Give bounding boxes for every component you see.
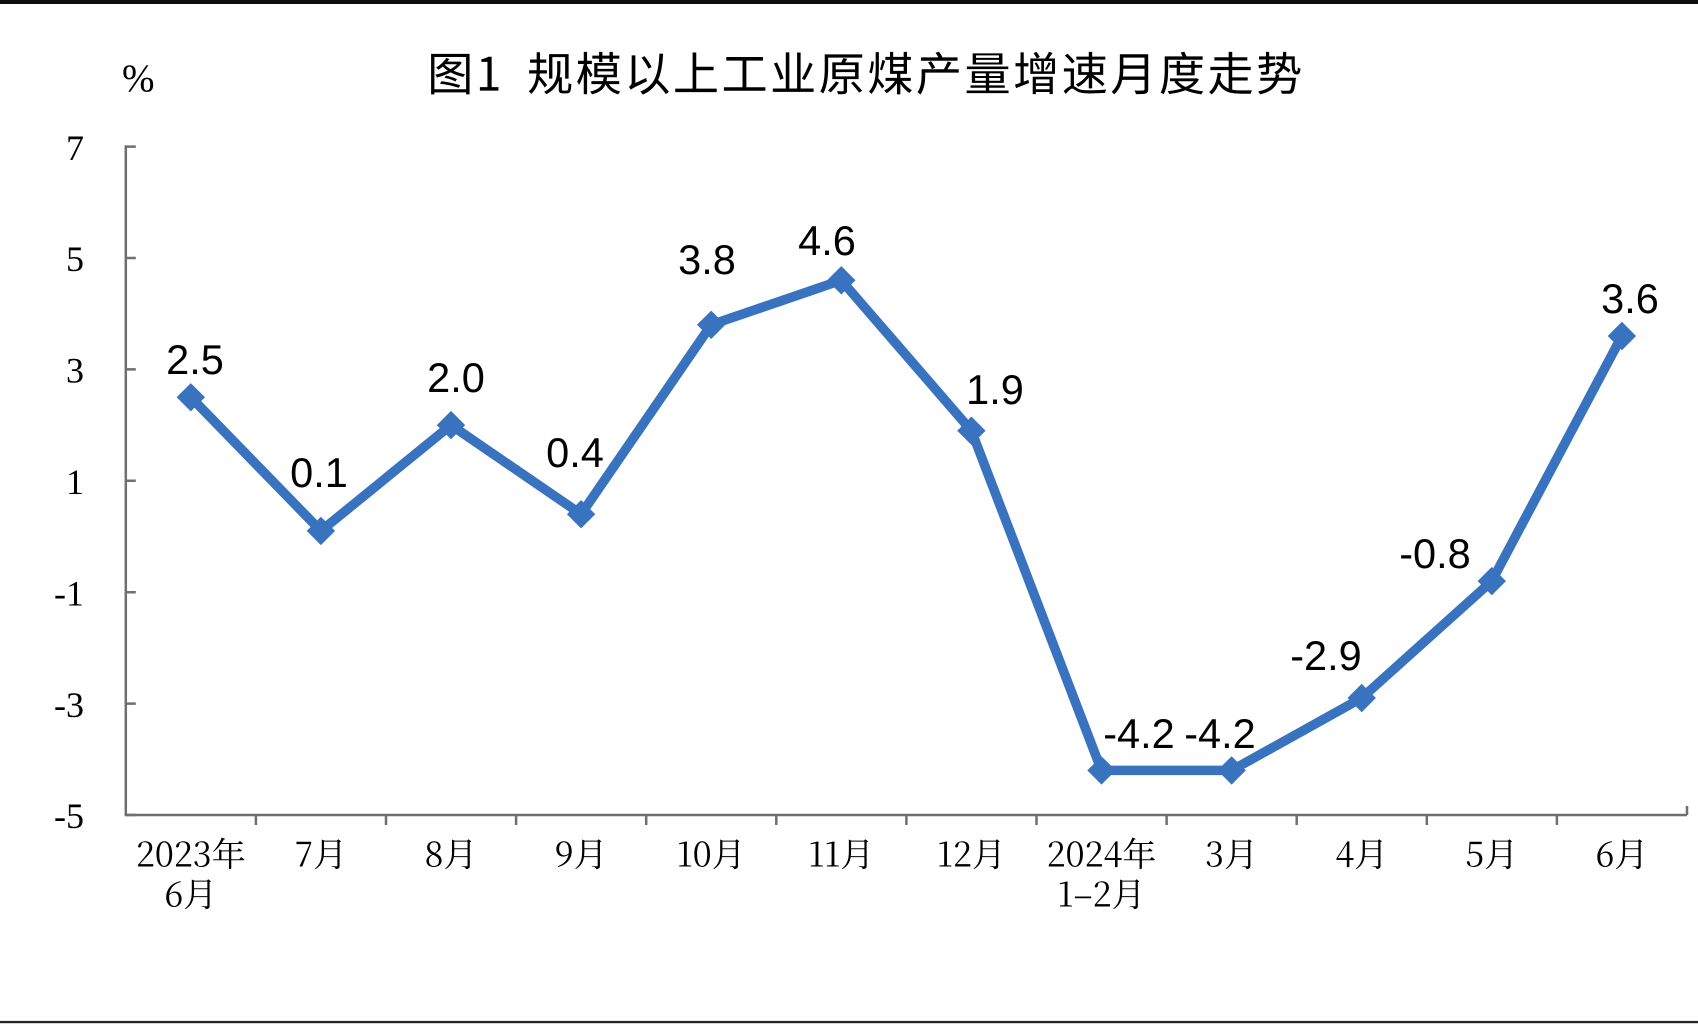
svg-text:3.8: 3.8	[678, 236, 736, 283]
svg-text:2.0: 2.0	[427, 354, 485, 401]
svg-text:-3: -3	[54, 685, 84, 725]
svg-text:0.1: 0.1	[290, 449, 348, 496]
svg-text:4.6: 4.6	[798, 217, 856, 264]
svg-text:2.5: 2.5	[166, 336, 224, 383]
svg-text:0.4: 0.4	[546, 429, 604, 476]
svg-text:-0.8: -0.8	[1399, 530, 1471, 577]
svg-text:-4.2: -4.2	[1184, 710, 1256, 757]
svg-text:1.9: 1.9	[966, 366, 1024, 413]
svg-text:1: 1	[66, 462, 84, 502]
svg-text:-1: -1	[54, 573, 84, 613]
svg-text:-2.9: -2.9	[1290, 632, 1362, 679]
svg-text:-5: -5	[54, 796, 84, 836]
svg-text:7: 7	[66, 128, 84, 168]
svg-text:3: 3	[66, 351, 84, 391]
svg-text:-4.2: -4.2	[1103, 710, 1175, 757]
svg-text:%: %	[122, 57, 155, 100]
svg-text:5: 5	[66, 239, 84, 279]
svg-text:3.6: 3.6	[1601, 275, 1659, 322]
